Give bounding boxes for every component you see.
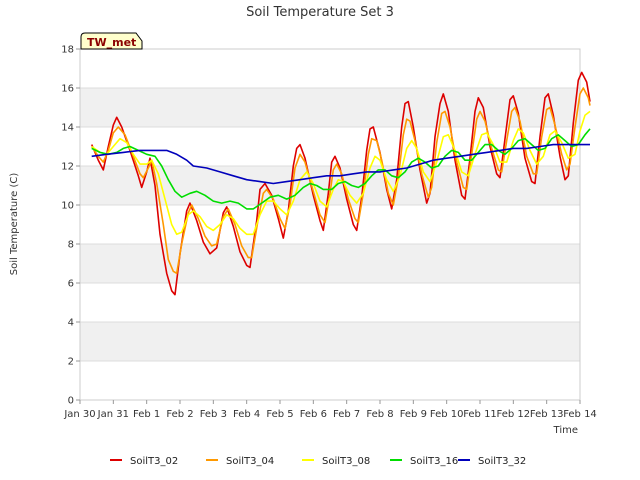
x-tick-label: Feb 14: [563, 409, 597, 420]
series-lines: [90, 71, 591, 296]
x-tick-label: Feb 3: [200, 409, 227, 420]
station-badge-label: TW_met: [87, 36, 136, 49]
plot-band: [80, 322, 580, 361]
series-line-soilt3_08: [91, 110, 591, 236]
plot-background-bands: [80, 88, 580, 361]
legend-label: SoilT3_32: [478, 456, 526, 467]
station-badge: TW_met: [80, 32, 143, 50]
legend-label: SoilT3_02: [130, 456, 178, 467]
series-line-soilt3_04: [91, 87, 591, 275]
y-axis-ticks: 0 2 4 6 8 10 12 14 16 18: [61, 45, 80, 407]
y-axis-title: Soil Temperature (C): [9, 173, 20, 276]
x-tick-label: Feb 4: [233, 409, 260, 420]
y-tick-label: 16: [61, 84, 74, 95]
y-tick-label: 4: [68, 318, 74, 329]
legend: SoilT3_02 SoilT3_04 SoilT3_08 SoilT3_16 Soil…: [110, 456, 526, 467]
x-tick-label: Feb 9: [400, 409, 427, 420]
x-tick-label: Feb 5: [266, 409, 293, 420]
x-axis-ticks: Jan 30 Jan 31 Feb 1 Feb 2 Feb 3 Feb 4 Feb 5 Feb…: [63, 400, 597, 420]
x-axis-title: Time: [553, 425, 578, 436]
y-tick-label: 18: [61, 45, 74, 56]
series-line-soilt3_32: [91, 143, 590, 185]
legend-label: SoilT3_08: [322, 456, 370, 467]
x-tick-label: Jan 30: [63, 409, 95, 420]
x-tick-label: Feb 1: [133, 409, 160, 420]
y-tick-label: 2: [68, 357, 74, 368]
x-tick-label: Jan 31: [97, 409, 129, 420]
y-tick-label: 0: [68, 396, 74, 407]
y-tick-label: 8: [68, 240, 74, 251]
x-tick-label: Feb 2: [166, 409, 193, 420]
y-tick-label: 6: [68, 279, 74, 290]
series-line-soilt3_02: [90, 71, 591, 296]
y-tick-label: 12: [61, 162, 74, 173]
plot-band: [80, 244, 580, 283]
x-tick-label: Feb 13: [530, 409, 564, 420]
x-tick-label: Feb 10: [430, 409, 464, 420]
series-line-soilt3_16: [91, 128, 591, 210]
x-tick-label: Feb 7: [333, 409, 360, 420]
x-tick-label: Feb 12: [497, 409, 531, 420]
station-badge-shape: [80, 32, 143, 50]
plot-band: [80, 88, 580, 127]
x-tick-label: Feb 8: [366, 409, 393, 420]
legend-label: SoilT3_16: [410, 456, 458, 467]
plot-frame: [79, 48, 581, 401]
legend-label: SoilT3_04: [226, 456, 274, 467]
y-tick-label: 14: [61, 123, 74, 134]
chart-title: Soil Temperature Set 3: [246, 5, 394, 20]
y-tick-label: 10: [61, 201, 74, 212]
x-tick-label: Feb 11: [463, 409, 497, 420]
x-tick-label: Feb 6: [300, 409, 327, 420]
